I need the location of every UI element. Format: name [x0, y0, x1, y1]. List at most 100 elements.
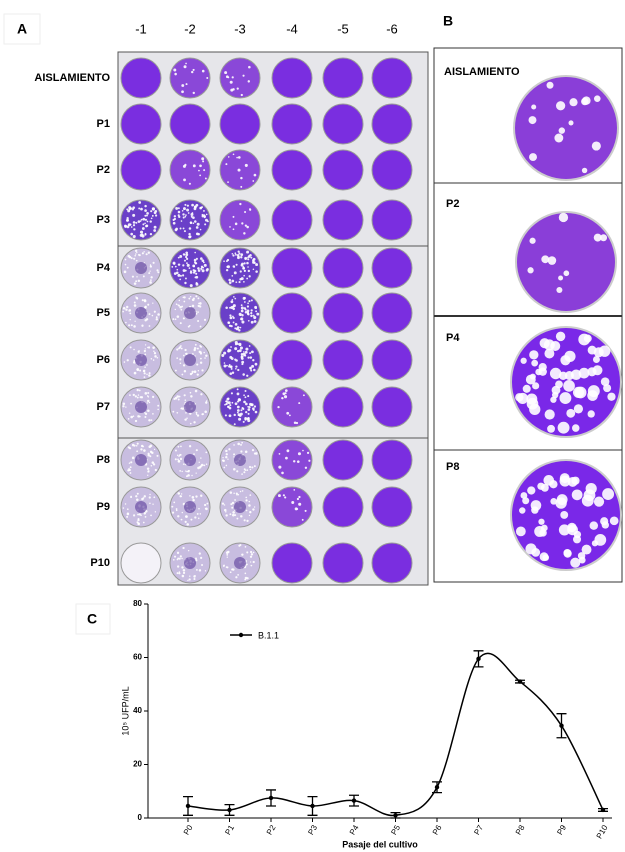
plaque [199, 164, 202, 167]
plaque [230, 325, 232, 327]
plaque [204, 410, 207, 413]
well-center [234, 557, 246, 569]
plaque [203, 261, 205, 263]
plaque [135, 495, 137, 497]
plaque [184, 204, 186, 206]
plaque [592, 540, 598, 546]
plate-label: P8 [446, 461, 459, 473]
plaque [247, 395, 249, 397]
plaque [179, 358, 181, 360]
plaque [173, 398, 175, 400]
plaque [244, 579, 246, 581]
plaque [142, 299, 144, 301]
plaque [149, 494, 150, 495]
plaque [248, 66, 251, 69]
plaque [284, 496, 286, 498]
y-tick-label: 0 [138, 813, 143, 822]
plaque [182, 213, 184, 215]
plaque [307, 452, 309, 454]
plaque [229, 226, 231, 228]
plaque [254, 405, 256, 407]
plaque [252, 508, 254, 510]
plaque [190, 270, 192, 272]
plaque [180, 322, 182, 324]
plaque [256, 313, 259, 316]
plaque [122, 405, 124, 407]
plaque [564, 351, 575, 362]
plaque [247, 406, 249, 408]
plaque [184, 230, 186, 232]
plaque [224, 362, 226, 364]
well [372, 104, 412, 144]
plaque [232, 254, 234, 256]
plaque [149, 496, 151, 498]
point [186, 804, 190, 808]
plaque [179, 306, 182, 309]
plaque [563, 549, 571, 557]
well [272, 248, 312, 288]
plaque [289, 414, 291, 416]
plaque [547, 82, 554, 89]
plaque [302, 450, 304, 452]
plaque [529, 153, 537, 161]
plaque [235, 576, 237, 578]
plaque [204, 357, 206, 359]
plaque [223, 352, 226, 355]
plaque [201, 157, 204, 160]
plaque [556, 287, 562, 293]
well [323, 440, 363, 480]
plaque [175, 458, 177, 460]
plaque [600, 234, 607, 241]
plaque [157, 409, 159, 411]
plaque [189, 183, 191, 185]
plaque [149, 313, 151, 315]
plaque [237, 574, 239, 576]
plaque [126, 516, 128, 518]
well-center [234, 454, 246, 466]
plaque [181, 348, 183, 350]
plaque [253, 409, 255, 411]
plaque [519, 507, 525, 513]
plaque [155, 214, 157, 216]
plaque [140, 514, 142, 516]
plaque [202, 413, 204, 415]
plaque [154, 449, 155, 450]
plaque [178, 398, 180, 400]
plaque [136, 445, 138, 447]
plate [514, 76, 618, 180]
plaque [240, 186, 242, 188]
plaque [207, 220, 209, 222]
plaque [245, 469, 247, 471]
plaque [250, 312, 252, 314]
plaque [143, 497, 145, 499]
well [323, 150, 363, 190]
plaque [246, 375, 248, 377]
plaque [241, 277, 244, 280]
plaque [237, 409, 240, 412]
plaque [183, 301, 185, 303]
plaque [236, 518, 238, 520]
plaque [224, 509, 227, 512]
plaque [183, 572, 185, 574]
well [121, 104, 161, 144]
panel-label: B [443, 13, 453, 29]
plaque [297, 498, 299, 500]
plaque [171, 506, 173, 508]
plaque [228, 279, 231, 282]
plaque [254, 506, 255, 507]
point [601, 808, 605, 812]
figure: A B C -1-2-3-4-5-6AISLAMIENTOP1P2P3P4P5P… [0, 0, 625, 852]
plaque [196, 363, 198, 365]
plaque [194, 516, 196, 518]
row-label: P5 [97, 307, 110, 319]
plaque [223, 260, 225, 262]
plaque [252, 359, 254, 361]
plaque [226, 398, 229, 401]
plaque [181, 519, 183, 521]
plaque [184, 65, 187, 68]
plaque [233, 296, 235, 298]
plaque [226, 554, 228, 556]
dilution-label: -3 [234, 21, 246, 36]
plaque [223, 460, 225, 462]
plaque [142, 218, 145, 221]
